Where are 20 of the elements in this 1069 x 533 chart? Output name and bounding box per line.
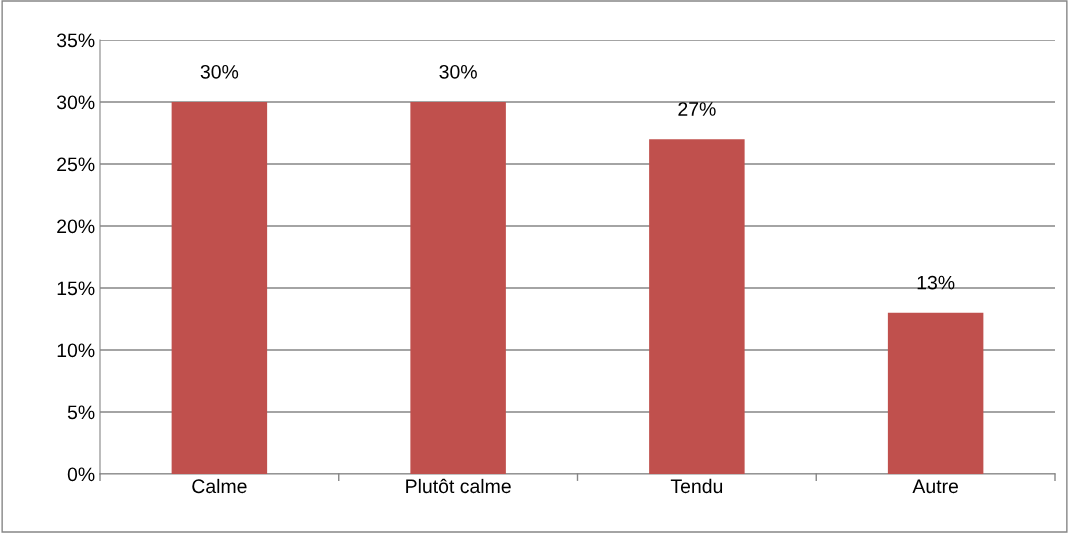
bar xyxy=(887,312,984,474)
y-tick-label: 35% xyxy=(56,33,95,48)
data-label: 27% xyxy=(678,102,716,116)
y-tick-label: 25% xyxy=(57,157,95,172)
bar xyxy=(649,139,745,474)
y-tick-label: 15% xyxy=(57,281,95,296)
data-label: 30% xyxy=(439,64,477,79)
y-tick-label: 0% xyxy=(67,467,95,482)
data-label: 13% xyxy=(917,275,955,290)
y-tick-label: 30% xyxy=(56,95,95,110)
x-tick-label: Calme xyxy=(192,478,247,494)
data-label: 30% xyxy=(200,64,239,79)
x-tick-label: Plutôt calme xyxy=(406,478,511,494)
bar xyxy=(171,102,268,474)
y-tick-label: 10% xyxy=(57,343,95,358)
y-tick-label: 20% xyxy=(57,219,95,234)
bar xyxy=(410,102,506,474)
y-tick-label: 5% xyxy=(67,405,95,420)
x-tick-label: Tendu xyxy=(670,478,723,494)
x-tick-label: Autre xyxy=(912,479,958,494)
